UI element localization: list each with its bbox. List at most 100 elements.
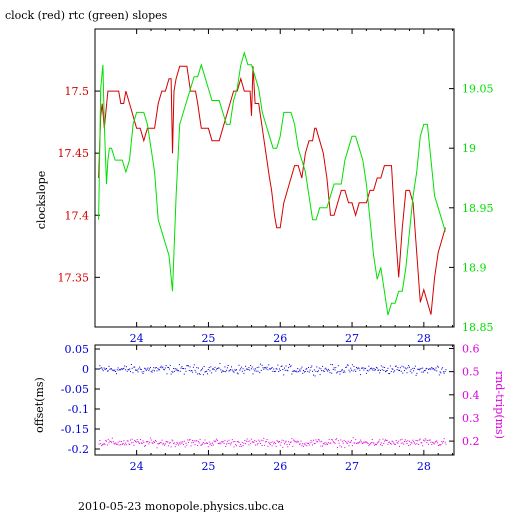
round-trip-point [436, 440, 438, 442]
offset-point [218, 367, 220, 369]
round-trip-point [297, 440, 299, 442]
offset-point [384, 367, 386, 368]
offset-point [383, 369, 385, 371]
round-trip-point [381, 445, 383, 447]
offset-point [387, 367, 389, 369]
offset-point [155, 367, 157, 368]
round-trip-point [325, 444, 327, 446]
offset-point [375, 369, 376, 371]
round-trip-point [313, 439, 314, 441]
offset-point [412, 367, 414, 369]
round-trip-point [440, 444, 442, 446]
round-trip-point [230, 444, 232, 446]
round-trip-point [106, 444, 108, 446]
offset-point [209, 370, 211, 372]
offset-point [298, 371, 300, 373]
round-trip-point [163, 442, 165, 444]
offset-point [111, 368, 112, 370]
offset-point [199, 374, 201, 375]
round-trip-point [187, 439, 189, 441]
round-trip-point [385, 440, 387, 441]
round-trip-point [358, 442, 360, 443]
round-trip-point [265, 441, 267, 443]
round-trip-point [160, 442, 162, 444]
round-trip-point [181, 442, 183, 444]
round-trip-point [180, 441, 182, 443]
offset-point [173, 368, 175, 369]
offset-point [227, 365, 229, 366]
x-tick-label: 27 [345, 460, 359, 473]
round-trip-point [231, 439, 233, 441]
offset-point [144, 367, 146, 369]
round-trip-point [194, 444, 196, 446]
offset-point [274, 370, 276, 372]
round-trip-point [400, 442, 402, 444]
offset-point [130, 371, 131, 373]
offset-point [433, 368, 434, 370]
offset-point [132, 372, 134, 374]
round-trip-point [290, 441, 292, 443]
round-trip-point [190, 445, 192, 447]
x-tick-label: 24 [130, 460, 144, 473]
top-series [98, 51, 446, 316]
round-trip-point [327, 443, 328, 445]
round-trip-point [369, 444, 371, 445]
round-trip-point [349, 442, 351, 444]
round-trip-point [366, 442, 368, 444]
offset-point [185, 370, 187, 372]
y-tick-label: 17.45 [58, 147, 90, 160]
offset-point [173, 370, 175, 372]
round-trip-point [229, 442, 231, 444]
offset-point [230, 369, 232, 370]
offset-point [313, 369, 315, 371]
round-trip-point [410, 441, 412, 443]
offset-point [397, 367, 399, 369]
round-trip-point [357, 442, 359, 444]
offset-point [309, 369, 311, 371]
round-trip-point [255, 444, 256, 446]
y-tick-label: 18.95 [462, 202, 494, 215]
round-trip-point [138, 442, 140, 444]
offset-point [125, 369, 127, 371]
offset-point [368, 365, 370, 367]
offset-point [329, 372, 331, 374]
round-trip-point [107, 438, 109, 440]
offset-point [335, 367, 337, 369]
offset-point [125, 366, 127, 368]
offset-point [107, 370, 109, 372]
offset-point [445, 369, 447, 371]
round-trip-point [302, 443, 304, 445]
offset-point [135, 369, 136, 371]
round-trip-point [161, 439, 163, 441]
round-trip-point [116, 443, 118, 445]
offset-point [198, 373, 200, 374]
round-trip-point [296, 442, 298, 444]
offset-point [152, 369, 154, 371]
round-trip-point [226, 443, 228, 445]
offset-point [113, 370, 115, 372]
offset-point [360, 374, 362, 376]
round-trip-point [237, 440, 239, 442]
offset-point [356, 367, 357, 368]
round-trip-point [364, 441, 366, 443]
offset-point [160, 365, 162, 367]
clock-slope-line [98, 65, 446, 315]
offset-point [247, 369, 249, 370]
offset-point [133, 366, 135, 368]
round-trip-point [298, 441, 300, 443]
offset-point [211, 372, 213, 374]
offset-point [353, 366, 355, 367]
round-trip-point [238, 442, 240, 443]
offset-point [197, 373, 199, 375]
offset-point [363, 369, 365, 371]
round-trip-point [101, 445, 103, 447]
round-trip-point [413, 441, 415, 443]
round-trip-point [374, 444, 376, 446]
offset-point [418, 369, 420, 371]
bottom-y-axis-left: 0.05 0 -0.05 -0.1 -0.15 -0.2 [61, 343, 100, 456]
offset-point [311, 365, 313, 367]
round-trip-point [154, 440, 156, 441]
round-trip-point [267, 445, 269, 447]
round-trip-point [308, 442, 309, 444]
offset-point [385, 371, 386, 373]
